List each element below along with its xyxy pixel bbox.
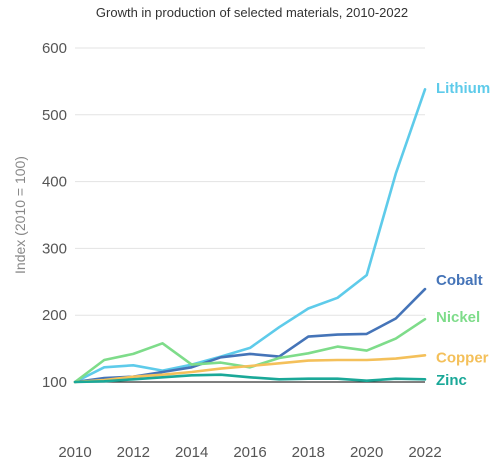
series-label-copper: Copper xyxy=(436,349,489,366)
x-tick-label: 2018 xyxy=(292,444,325,461)
series-labels: Lithium Cobalt Nickel Copper Zinc xyxy=(436,80,490,389)
y-tick-label: 300 xyxy=(42,240,67,257)
series-line-nickel xyxy=(73,317,427,384)
y-axis-label: Index (2010 = 100) xyxy=(12,156,28,274)
series-label-zinc: Zinc xyxy=(436,372,467,389)
x-tick-label: 2016 xyxy=(233,444,266,461)
series-label-nickel: Nickel xyxy=(436,309,480,326)
y-tick-label: 400 xyxy=(42,174,67,191)
series-lines xyxy=(73,88,427,384)
x-tick-label: 2020 xyxy=(350,444,383,461)
y-tick-label: 200 xyxy=(42,307,67,324)
x-tick-label: 2014 xyxy=(175,444,208,461)
chart-title: Growth in production of selected materia… xyxy=(96,5,408,20)
x-tick-label: 2022 xyxy=(408,444,441,461)
x-tick-label: 2010 xyxy=(58,444,91,461)
x-tick-label: 2012 xyxy=(117,444,150,461)
x-tick-labels: 2010 2012 2014 2016 2018 2020 2022 xyxy=(58,444,441,461)
series-label-cobalt: Cobalt xyxy=(436,272,483,289)
y-tick-label: 500 xyxy=(42,107,67,124)
gridlines xyxy=(75,47,425,383)
y-tick-label: 100 xyxy=(42,374,67,391)
series-line-lithium xyxy=(73,88,427,384)
y-tick-labels: 100 200 300 400 500 600 xyxy=(42,40,67,391)
series-line-zinc xyxy=(73,373,427,384)
series-label-lithium: Lithium xyxy=(436,80,490,97)
y-tick-label: 600 xyxy=(42,40,67,57)
series-line-copper xyxy=(73,353,427,384)
